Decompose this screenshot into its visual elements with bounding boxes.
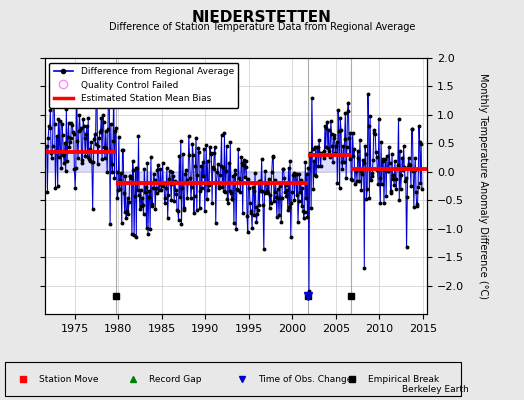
Text: Station Move: Station Move <box>39 374 99 384</box>
Text: Record Gap: Record Gap <box>149 374 201 384</box>
Text: Difference of Station Temperature Data from Regional Average: Difference of Station Temperature Data f… <box>109 22 415 32</box>
Text: Empirical Break: Empirical Break <box>368 374 439 384</box>
Text: Time of Obs. Change: Time of Obs. Change <box>258 374 353 384</box>
Legend: Difference from Regional Average, Quality Control Failed, Estimated Station Mean: Difference from Regional Average, Qualit… <box>49 62 238 108</box>
Text: Berkeley Earth: Berkeley Earth <box>402 385 469 394</box>
Text: NIEDERSTETTEN: NIEDERSTETTEN <box>192 10 332 25</box>
Y-axis label: Monthly Temperature Anomaly Difference (°C): Monthly Temperature Anomaly Difference (… <box>478 73 488 299</box>
